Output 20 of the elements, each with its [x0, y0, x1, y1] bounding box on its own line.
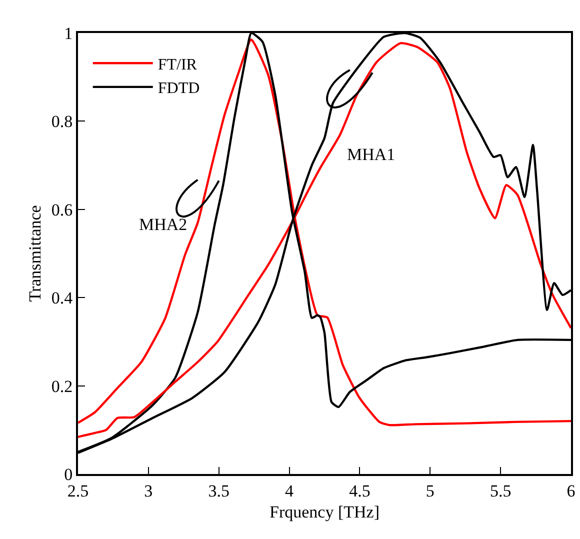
x-tick-label: 3	[144, 481, 153, 500]
y-tick-label: 0	[64, 464, 73, 484]
x-tick-label: 4.5	[349, 481, 370, 500]
y-tick-label: 0.2	[51, 376, 73, 396]
annotation: MHA1	[347, 145, 396, 164]
y-tick-label: 0.6	[51, 200, 73, 220]
y-tick-label: 0.4	[51, 288, 74, 308]
x-tick-label: 6	[566, 481, 576, 500]
x-tick-label: 2.5	[67, 481, 89, 500]
legend-label: FDTD	[158, 80, 200, 98]
x-axis-title: Frquency [THz]	[270, 502, 380, 522]
x-tick-label: 5	[426, 481, 434, 500]
x-tick-label: 4	[285, 481, 294, 500]
y-axis-title: Transmittance	[25, 205, 44, 302]
y-tick-label: 1	[64, 24, 73, 43]
x-tick-label: 5.5	[490, 481, 512, 500]
y-tick-label: 0.8	[51, 112, 73, 132]
legend-label: FT/IR	[158, 56, 198, 74]
x-tick-label: 3.5	[208, 481, 230, 500]
annotation: MHA2	[139, 215, 188, 234]
